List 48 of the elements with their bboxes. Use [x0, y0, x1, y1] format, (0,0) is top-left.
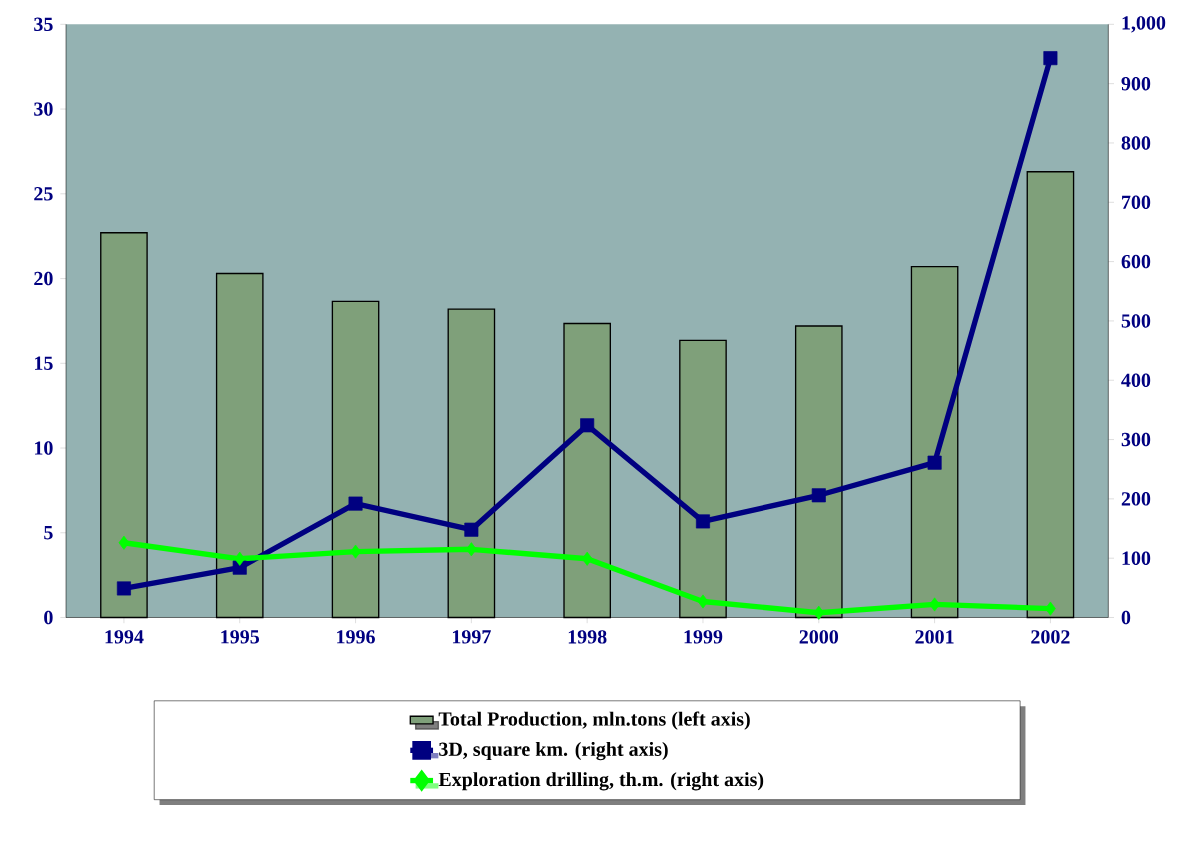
y-tick-label: 5 — [44, 526, 53, 540]
y-tick-label: 35 — [34, 17, 53, 32]
y-tick-label: 15 — [35, 356, 53, 371]
point — [697, 594, 709, 609]
point — [348, 496, 363, 511]
x-tick-label: 1998 — [568, 630, 607, 644]
y2-tick-label: 900 — [1121, 77, 1151, 91]
point — [1045, 601, 1056, 616]
y2-tick-label: 600 — [1121, 255, 1151, 269]
y-tick-label: 20 — [34, 272, 53, 286]
point — [813, 605, 825, 620]
point — [581, 551, 593, 566]
y2-tick-label: 700 — [1122, 195, 1151, 210]
y2-tick-label: 0 — [1121, 610, 1131, 625]
point — [116, 581, 131, 596]
point — [234, 551, 246, 566]
x-tick-label: 1999 — [684, 630, 723, 644]
point — [1043, 51, 1058, 66]
point — [118, 535, 130, 550]
x-tick-label: 2000 — [799, 630, 839, 644]
y-tick-label: 30 — [34, 102, 53, 117]
x-tick-label: 1997 — [452, 630, 491, 644]
x-tick-label: 2001 — [915, 630, 954, 644]
point — [464, 522, 479, 537]
y2-tick-label: 800 — [1121, 136, 1151, 150]
y2-tick-label: 1,000 — [1122, 16, 1166, 33]
x-tick-label: 2002 — [1031, 630, 1070, 644]
x-tick-label: 1994 — [105, 630, 144, 644]
y2-tick-label: 100 — [1122, 551, 1151, 566]
y-tick-label: 0 — [44, 610, 53, 625]
y2-tick-label: 400 — [1121, 373, 1151, 388]
point — [927, 455, 942, 470]
x-tick-label: 1996 — [337, 630, 375, 644]
x-tick-label: 1995 — [221, 630, 260, 644]
point — [811, 488, 826, 503]
legend-label: Total Production, mln.tons (left axis) — [438, 711, 750, 731]
point — [466, 542, 477, 557]
y2-tick-label: 200 — [1121, 492, 1151, 506]
legend-label: Exploration drilling, th.m. (right axis) — [438, 772, 764, 791]
y2-tick-label: 500 — [1121, 314, 1151, 328]
y-tick-label: 25 — [34, 187, 53, 201]
y2-tick-label: 300 — [1121, 433, 1151, 447]
point — [929, 597, 940, 612]
point — [695, 514, 710, 529]
point — [350, 544, 361, 559]
point — [580, 418, 595, 433]
legend-label: 3D, square km. (right axis) — [439, 742, 668, 761]
y-tick-label: 10 — [35, 441, 53, 455]
